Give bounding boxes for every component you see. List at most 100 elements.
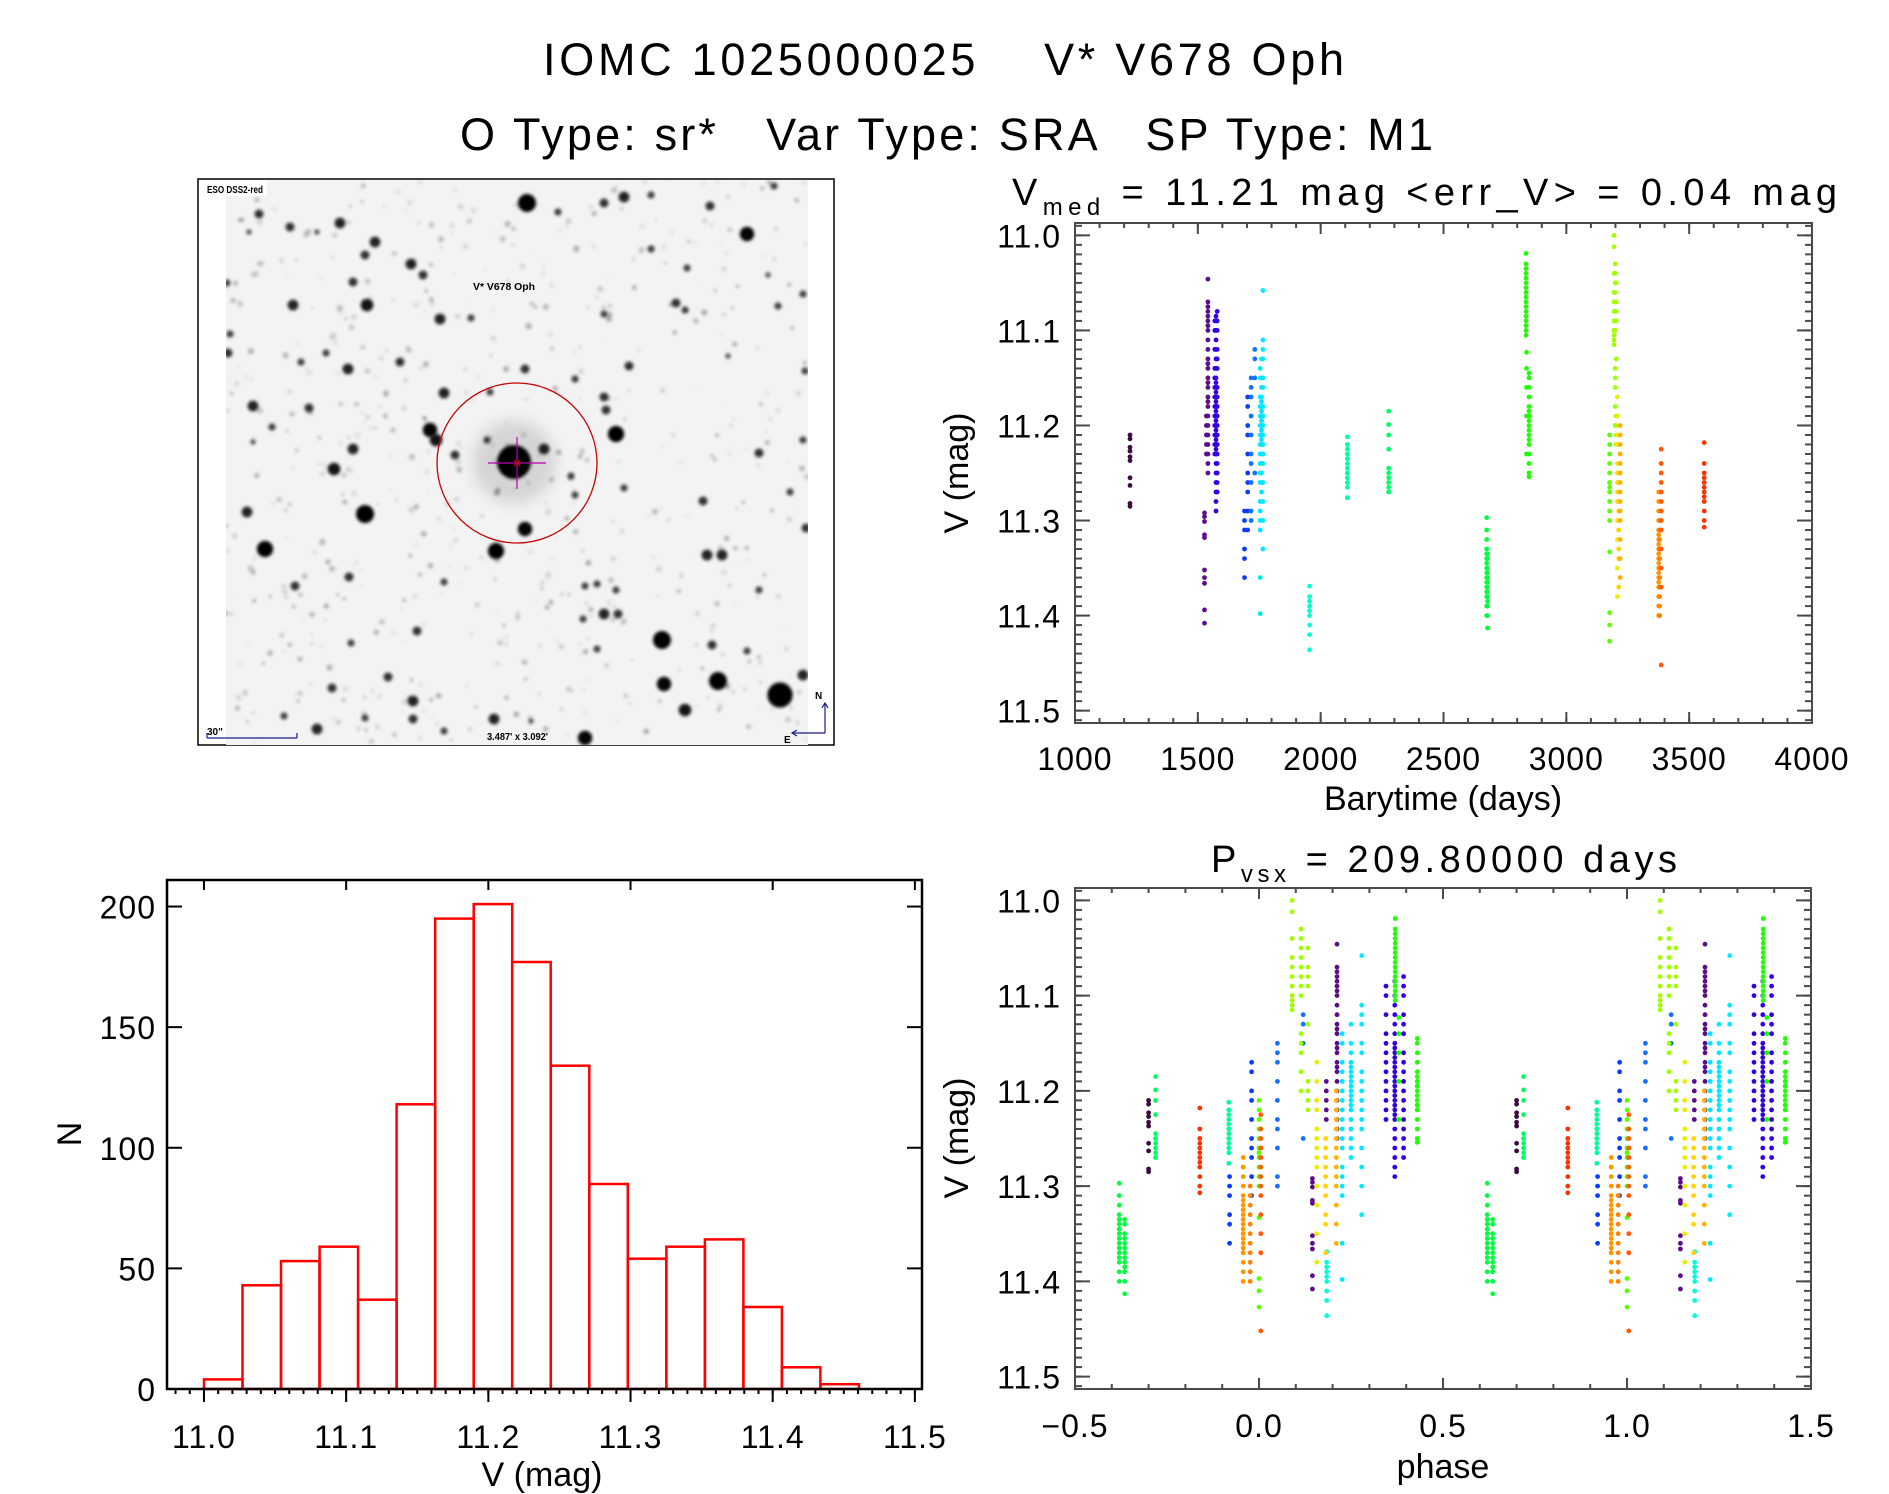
phase-point (1760, 916, 1766, 921)
star (336, 371, 340, 375)
phase-point (1769, 1145, 1774, 1151)
phase-point (1323, 1174, 1328, 1179)
star (801, 180, 807, 186)
phase-point (1383, 1050, 1389, 1056)
y-tick-label: 11.1 (997, 313, 1061, 349)
star (630, 658, 634, 662)
star (487, 736, 492, 741)
star (405, 258, 417, 270)
phase-point (1769, 993, 1774, 998)
phase-point (1666, 1050, 1672, 1056)
field-of-view-label: 3.487' x 3.092' (487, 732, 548, 743)
phase-point (1226, 1117, 1232, 1122)
star (434, 313, 446, 325)
star (233, 380, 240, 387)
phase-point (1383, 1069, 1389, 1075)
star (599, 198, 609, 208)
star (571, 375, 579, 383)
phase-point (1666, 945, 1672, 951)
phase-point (1392, 1145, 1398, 1151)
star (408, 553, 413, 558)
star (241, 218, 244, 222)
star (756, 346, 760, 350)
sky-overlay: 30" 3.487' x 3.092' N E (206, 691, 829, 746)
phase-point (1227, 1193, 1232, 1198)
phase-point (1760, 1088, 1766, 1094)
phase-point (1673, 1107, 1679, 1113)
phase-point (1702, 969, 1708, 975)
star (656, 566, 662, 572)
data-point (1245, 423, 1251, 428)
phase-point (1240, 1174, 1246, 1179)
data-point (1523, 328, 1529, 333)
data-point (1386, 432, 1392, 438)
phase-point (1146, 1148, 1151, 1154)
phase-point (1657, 898, 1663, 903)
phase-point (1521, 1150, 1526, 1156)
phase-point (1116, 1250, 1122, 1256)
phase-point (1716, 1059, 1722, 1065)
star (374, 724, 381, 730)
phase-point (1314, 1136, 1320, 1141)
phase-point (1392, 926, 1398, 932)
star (686, 239, 691, 244)
phase-point (1727, 1079, 1733, 1084)
phase-point (1153, 1150, 1158, 1156)
phase-point (1314, 1098, 1320, 1103)
phase-point (1392, 1126, 1398, 1132)
data-point (1484, 560, 1490, 566)
star (678, 572, 684, 579)
phase-point (1401, 993, 1406, 998)
star (728, 583, 732, 588)
phase-point (1339, 1240, 1345, 1246)
star (564, 515, 570, 521)
data-point (1484, 537, 1490, 542)
phase-point (1760, 1031, 1766, 1037)
phase-point (1122, 1264, 1128, 1270)
phase-point (1751, 1117, 1757, 1122)
star (406, 345, 409, 348)
star (464, 566, 468, 570)
star (667, 518, 671, 522)
phase-point (1359, 1012, 1365, 1018)
phase-point (1334, 983, 1340, 989)
star (593, 645, 601, 653)
star (462, 243, 469, 250)
star (356, 505, 374, 523)
star (566, 733, 570, 737)
phase-point (1608, 1221, 1614, 1227)
phase-point (1122, 1259, 1128, 1265)
phase-point (1227, 1212, 1232, 1218)
phase-point (1521, 1136, 1526, 1141)
star (786, 488, 794, 496)
phase-point (1643, 1050, 1648, 1056)
phase-point (1643, 1183, 1648, 1189)
data-point (1214, 347, 1220, 352)
histogram-bar (318, 1245, 360, 1391)
star (799, 290, 807, 298)
phase-point (1691, 1174, 1696, 1179)
star (713, 457, 717, 461)
phase-point (1314, 1183, 1320, 1189)
star (537, 643, 543, 648)
data-point (1202, 580, 1207, 586)
data-point (1345, 495, 1350, 501)
phase-point (1673, 1079, 1679, 1084)
data-point (1260, 451, 1266, 457)
data-point (1214, 404, 1220, 409)
star (601, 405, 611, 415)
phase-point (1682, 1259, 1688, 1265)
phase-point (1657, 955, 1663, 960)
phase-point (1392, 974, 1398, 979)
phase-point (1521, 1098, 1526, 1103)
data-point (1213, 408, 1219, 414)
data-point (1248, 375, 1254, 381)
star (311, 306, 314, 310)
phase-point (1701, 1155, 1707, 1160)
phase-point (1678, 1246, 1683, 1252)
star (720, 333, 723, 336)
phase-point (1691, 1250, 1696, 1256)
star (280, 712, 288, 720)
phase-point (1707, 1240, 1713, 1246)
